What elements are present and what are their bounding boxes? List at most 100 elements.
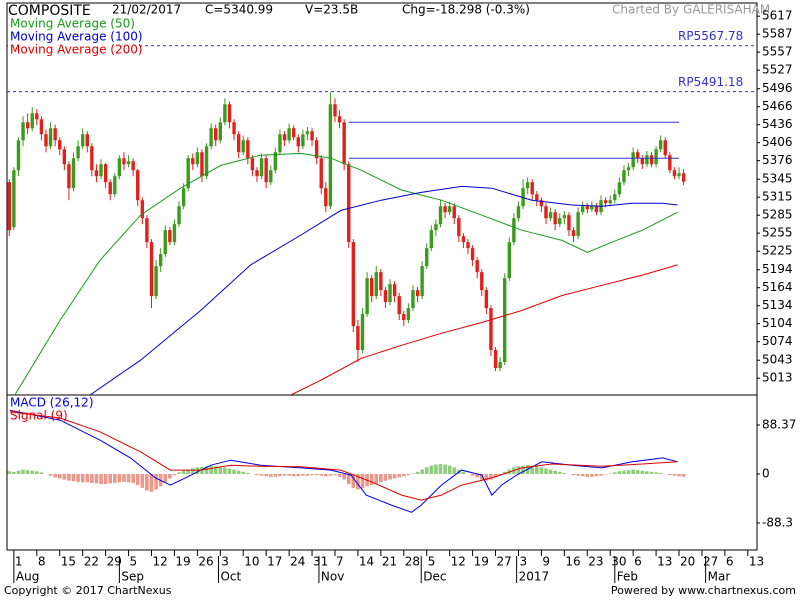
change: Chg=-18.298 (-0.3%) (402, 3, 530, 17)
candle-body (636, 152, 640, 159)
x-tick-label: 9 (542, 555, 550, 569)
macd-histogram-bar (140, 474, 145, 488)
macd-histogram-bar (356, 474, 360, 490)
candle-body (246, 140, 250, 159)
candle-body (383, 290, 388, 303)
moving-average-line (290, 264, 678, 395)
macd-histogram-bar (67, 474, 71, 481)
macd-histogram-bar (35, 471, 39, 475)
close: C=5340.99 (205, 3, 273, 17)
macd-histogram-bar (172, 474, 177, 476)
candle-body (507, 242, 511, 279)
candle-body (145, 218, 149, 243)
macd-histogram-bar (640, 470, 645, 475)
candle-body (411, 290, 415, 309)
macd-histogram-bar (122, 474, 126, 482)
macd-histogram-bar (475, 474, 479, 478)
y-tick-label: 5134 (762, 298, 793, 312)
macd-histogram-bar (163, 474, 168, 483)
macd-histogram-bar (612, 472, 617, 475)
candle-body (76, 146, 80, 159)
candle-body (328, 104, 333, 207)
candle-body (287, 128, 291, 141)
macd-histogram-bar (658, 472, 663, 475)
macd-histogram-bar (360, 474, 365, 489)
macd-histogram-bar (131, 474, 135, 483)
candle-body (484, 290, 489, 309)
x-tick-label: 19 (474, 555, 489, 569)
candle-body (415, 290, 420, 297)
candle-body (663, 140, 667, 156)
candle-body (603, 200, 608, 204)
legend-entry: MACD (26,12) (10, 396, 94, 410)
macd-histogram-bar (608, 473, 613, 475)
macd-histogram-bar (319, 474, 324, 476)
macd-histogram-bar (278, 474, 282, 477)
x-tick-label: 22 (84, 555, 99, 569)
macd-histogram-bar (461, 471, 466, 475)
macd-histogram-bar (80, 474, 85, 483)
chart-title: COMPOSITE (8, 3, 91, 19)
month-label: Nov (321, 570, 344, 584)
macd-histogram-bar (236, 470, 241, 475)
candle-body (80, 134, 85, 147)
macd-histogram-bar (99, 474, 103, 485)
candle-body (535, 194, 539, 201)
candle-body (214, 128, 218, 141)
candle-body (369, 278, 374, 297)
macd-histogram-bar (85, 474, 90, 483)
macd-histogram-bar (16, 470, 21, 475)
candle-body (85, 134, 89, 147)
legend-entry: Moving Average (200) (10, 43, 143, 57)
candle-body (291, 128, 296, 138)
y-tick-label: 5013 (762, 371, 793, 385)
macd-histogram-bar (585, 474, 590, 477)
macd-histogram-bar (62, 474, 67, 480)
macd-histogram-bar (53, 474, 57, 478)
legend-bg (8, 17, 138, 30)
macd-histogram-bar (213, 466, 218, 475)
macd-histogram-bar (305, 474, 310, 476)
y-tick-label: 88.37 (762, 418, 796, 432)
candle-body (457, 218, 461, 237)
macd-histogram-bar (392, 474, 397, 479)
candle-body (232, 122, 236, 135)
candle-body (548, 212, 553, 219)
candle-body (580, 206, 585, 213)
x-tick-label: 19 (175, 555, 190, 569)
candle-body (434, 224, 438, 231)
candle-body (62, 149, 67, 165)
x-tick-label: 7 (336, 555, 344, 569)
candle-body (177, 206, 181, 225)
candle-body (622, 170, 626, 183)
candle-body (530, 182, 534, 195)
candle-body (567, 215, 571, 231)
macd-histogram-bar (484, 474, 489, 481)
x-tick-label: 6 (634, 555, 642, 569)
macd-histogram-bar (479, 474, 484, 480)
y-tick-label: 5496 (762, 81, 793, 95)
y-tick-label: 5225 (762, 244, 793, 258)
candle-body (640, 158, 645, 165)
macd-histogram-bar (90, 474, 94, 483)
macd-histogram-bar (351, 474, 356, 488)
x-tick-label: 26 (198, 555, 213, 569)
x-tick-label: 5 (130, 555, 138, 569)
candle-body (250, 158, 255, 171)
candle-body (576, 212, 580, 237)
x-tick-label: 1 (15, 555, 23, 569)
candle-body (558, 218, 562, 225)
candle-body (131, 161, 135, 171)
x-tick-label: 24 (290, 555, 305, 569)
candle-body (90, 146, 94, 171)
macd-histogram-bar (346, 474, 351, 485)
candle-body (108, 182, 112, 195)
x-tick-label: 16 (565, 555, 580, 569)
x-tick-label: 21 (382, 555, 397, 569)
candle-body (626, 167, 631, 171)
macd-histogram-bar (7, 471, 12, 475)
macd-histogram-bar (594, 474, 599, 477)
macd-histogram-bar (268, 474, 273, 477)
macd-histogram-bar (668, 474, 672, 476)
x-tick-label: 3 (221, 555, 229, 569)
